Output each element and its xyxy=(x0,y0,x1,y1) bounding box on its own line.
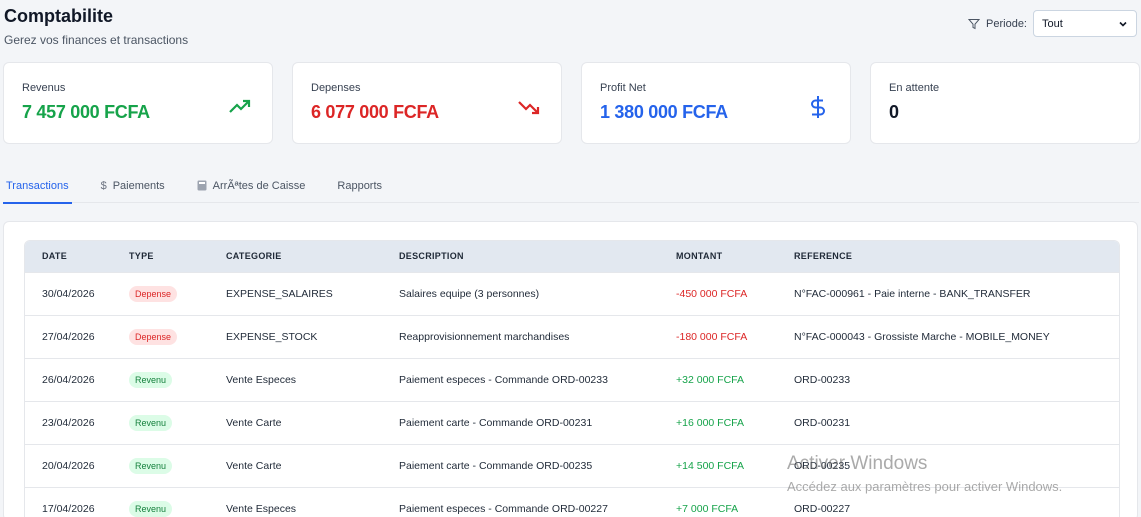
column-header-date[interactable]: DATE xyxy=(42,251,68,262)
tab-label: Rapports xyxy=(337,179,383,192)
cell-reference: ORD-00227 xyxy=(794,486,1119,517)
type-badge: Depense xyxy=(129,328,178,345)
cell-type: Revenu xyxy=(129,400,226,444)
table-row[interactable]: 23/04/2026 Revenu Vente Carte Paiement c… xyxy=(25,400,1119,444)
cell-type: Revenu xyxy=(129,357,226,401)
column-header-type[interactable]: TYPE xyxy=(129,251,154,262)
tab-label: Paiements xyxy=(112,179,165,192)
windows-activation-watermark: Activer Windows Accédez aux paramètres p… xyxy=(787,453,1062,494)
card-revenus: Revenus 7 457 000 FCFA xyxy=(3,62,273,144)
period-label: Periode: xyxy=(986,17,1027,30)
trending-up-icon xyxy=(229,99,251,113)
tab-transactions[interactable]: Transactions xyxy=(3,168,72,204)
calculator-icon xyxy=(197,180,207,191)
table-row[interactable]: 26/04/2026 Revenu Vente Especes Paiement… xyxy=(25,357,1119,401)
cell-date: 17/04/2026 xyxy=(25,486,129,517)
column-header-description[interactable]: DESCRIPTION xyxy=(399,251,464,262)
page-subtitle: Gerez vos finances et transactions xyxy=(4,33,189,47)
type-badge: Revenu xyxy=(129,500,173,517)
card-value: 1 380 000 FCFA xyxy=(600,102,728,122)
table-row[interactable]: 17/04/2026 Revenu Vente Especes Paiement… xyxy=(25,486,1119,517)
card-label: Depenses xyxy=(311,82,361,94)
dollar-icon xyxy=(811,96,825,118)
card-depenses: Depenses 6 077 000 FCFA xyxy=(292,62,562,144)
cell-description: Paiement carte - Commande ORD-00235 xyxy=(399,443,676,487)
cell-amount: +7 000 FCFA xyxy=(676,486,794,517)
cell-reference: N°FAC-000961 - Paie interne - BANK_TRANS… xyxy=(794,271,1119,315)
cell-type: Depense xyxy=(129,271,226,315)
type-badge: Revenu xyxy=(129,414,173,431)
card-value: 0 xyxy=(889,102,899,122)
cell-reference: N°FAC-000043 - Grossiste Marche - MOBILE… xyxy=(794,314,1119,358)
trending-down-icon xyxy=(518,101,540,115)
table-row[interactable]: 20/04/2026 Revenu Vente Carte Paiement c… xyxy=(25,443,1119,487)
watermark-title: Activer Windows xyxy=(787,453,928,474)
tab-rapports[interactable]: Rapports xyxy=(334,168,385,203)
cell-date: 20/04/2026 xyxy=(25,443,129,487)
cell-category: Vente Especes xyxy=(226,486,399,517)
type-badge: Depense xyxy=(129,285,178,302)
watermark-subtitle: Accédez aux paramètres pour activer Wind… xyxy=(787,479,1063,494)
tab-label: Transactions xyxy=(6,179,69,192)
tabs-bar: Transactions $ Paiements ArrÃªtes de Cai… xyxy=(3,168,1139,204)
column-header-categorie[interactable]: CATEGORIE xyxy=(226,251,282,262)
cell-category: EXPENSE_SALAIRES xyxy=(226,271,399,315)
cell-category: Vente Carte xyxy=(226,443,399,487)
cell-amount: +16 000 FCFA xyxy=(676,400,794,444)
cell-amount: +32 000 FCFA xyxy=(676,357,794,401)
page-header: Comptabilite Gerez vos finances et trans… xyxy=(4,6,188,47)
cell-reference: ORD-00233 xyxy=(794,357,1119,401)
transactions-panel: DATE TYPE CATEGORIE DESCRIPTION MONTANT … xyxy=(3,221,1138,517)
period-selected-value: Tout xyxy=(1042,17,1063,30)
cell-category: Vente Especes xyxy=(226,357,399,401)
cell-amount: -180 000 FCFA xyxy=(676,314,794,358)
summary-cards: Revenus 7 457 000 FCFA Depenses 6 077 00… xyxy=(3,62,1140,144)
period-select[interactable]: Tout xyxy=(1033,10,1137,37)
table-row[interactable]: 27/04/2026 Depense EXPENSE_STOCK Reappro… xyxy=(25,314,1119,358)
filter-icon xyxy=(968,18,981,29)
card-label: Revenus xyxy=(22,82,66,94)
cell-category: EXPENSE_STOCK xyxy=(226,314,399,358)
cell-reference: ORD-00231 xyxy=(794,400,1119,444)
cell-type: Revenu xyxy=(129,443,226,487)
cell-amount: -450 000 FCFA xyxy=(676,271,794,315)
dollar-icon: $ xyxy=(100,179,107,192)
card-profit-net: Profit Net 1 380 000 FCFA xyxy=(581,62,851,144)
column-header-montant[interactable]: MONTANT xyxy=(676,251,723,262)
period-filter: Periode: Tout xyxy=(968,10,1137,37)
cell-type: Revenu xyxy=(129,486,226,517)
tab-paiements[interactable]: $ Paiements xyxy=(98,168,168,203)
card-value: 6 077 000 FCFA xyxy=(311,102,439,122)
transactions-table: DATE TYPE CATEGORIE DESCRIPTION MONTANT … xyxy=(24,240,1120,517)
cell-date: 26/04/2026 xyxy=(25,357,129,401)
card-label: En attente xyxy=(889,82,940,94)
cell-description: Paiement carte - Commande ORD-00231 xyxy=(399,400,676,444)
cell-reference: ORD-00235 xyxy=(794,443,1119,487)
cell-description: Salaires equipe (3 personnes) xyxy=(399,271,676,315)
cell-type: Depense xyxy=(129,314,226,358)
cell-description: Paiement especes - Commande ORD-00233 xyxy=(399,357,676,401)
cell-category: Vente Carte xyxy=(226,400,399,444)
table-row[interactable]: 30/04/2026 Depense EXPENSE_SALAIRES Sala… xyxy=(25,271,1119,315)
page-title: Comptabilite xyxy=(4,6,114,26)
cell-description: Reapprovisionnement marchandises xyxy=(399,314,676,358)
card-en-attente: En attente 0 xyxy=(870,62,1140,144)
type-badge: Revenu xyxy=(129,371,173,388)
tab-arretes-de-caisse[interactable]: ArrÃªtes de Caisse xyxy=(194,168,309,203)
chevron-down-icon xyxy=(1119,21,1127,27)
cell-description: Paiement especes - Commande ORD-00227 xyxy=(399,486,676,517)
cell-date: 23/04/2026 xyxy=(25,400,129,444)
card-label: Profit Net xyxy=(600,82,646,94)
cell-amount: +14 500 FCFA xyxy=(676,443,794,487)
type-badge: Revenu xyxy=(129,457,173,474)
cell-date: 27/04/2026 xyxy=(25,314,129,358)
cell-date: 30/04/2026 xyxy=(25,271,129,315)
column-header-reference[interactable]: REFERENCE xyxy=(794,251,853,262)
card-value: 7 457 000 FCFA xyxy=(22,102,150,122)
tab-label: ArrÃªtes de Caisse xyxy=(212,179,306,192)
table-header-row: DATE TYPE CATEGORIE DESCRIPTION MONTANT … xyxy=(25,241,1119,272)
